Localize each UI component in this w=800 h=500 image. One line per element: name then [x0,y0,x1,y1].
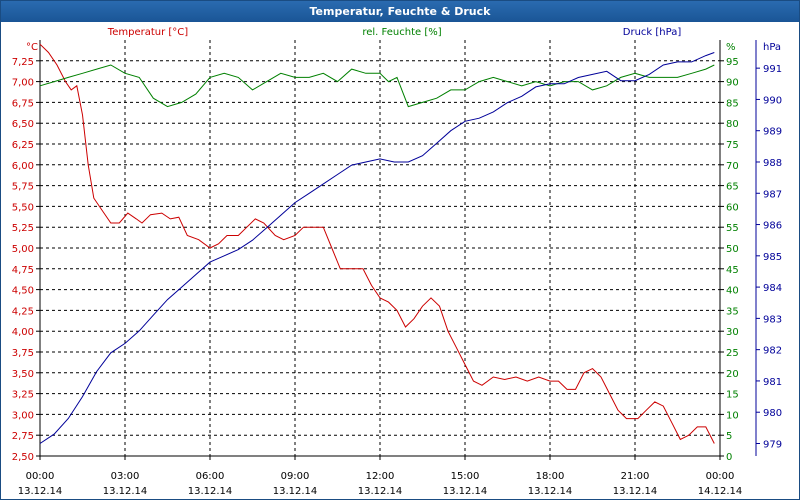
pressure-tick-label: 982 [763,346,782,357]
humidity-tick-label: 75 [726,140,739,151]
temperature-tick-label: 6,00 [12,161,34,172]
pressure-unit: hPa [763,42,781,53]
x-tick-date: 13.12.14 [528,486,573,497]
temperature-tick-label: 5,00 [12,244,34,255]
temperature-tick-label: 4,75 [12,265,34,276]
pressure-tick-label: 981 [763,377,782,388]
pressure-tick-label: 991 [763,64,782,75]
x-tick-time: 00:00 [706,471,735,482]
pressure-tick-label: 989 [763,127,782,138]
humidity-tick-label: 20 [726,369,739,380]
humidity-unit: % [726,42,736,53]
humidity-tick-label: 45 [726,265,739,276]
temperature-tick-label: 6,75 [12,98,34,109]
humidity-series-line [39,64,715,108]
pressure-series-line [39,52,715,444]
temperature-tick-label: 4,50 [12,286,34,297]
temperature-axis-label: Temperatur [°C] [107,27,188,38]
temperature-tick-label: 2,75 [12,431,34,442]
humidity-tick-label: 5 [726,431,732,442]
humidity-tick-label: 65 [726,182,739,193]
temperature-tick-label: 3,75 [12,348,34,359]
humidity-tick-label: 90 [726,78,739,89]
pressure-tick-label: 985 [763,252,782,263]
humidity-tick-label: 70 [726,161,739,172]
pressure-tick-label: 980 [763,408,782,419]
x-tick-date: 13.12.14 [273,486,318,497]
humidity-tick-label: 85 [726,98,739,109]
temperature-tick-label: 5,25 [12,223,34,234]
humidity-tick-label: 10 [726,410,739,421]
x-tick-date: 13.12.14 [358,486,403,497]
temperature-tick-label: 6,50 [12,119,34,130]
x-tick-time: 03:00 [111,471,140,482]
temperature-series-line [39,43,715,444]
x-tick-time: 15:00 [451,471,480,482]
pressure-axis-label: Druck [hPa] [623,27,682,38]
humidity-tick-label: 55 [726,223,739,234]
pressure-tick-label: 986 [763,221,782,232]
temperature-tick-label: 5,50 [12,202,34,213]
pressure-tick-label: 988 [763,158,782,169]
temperature-tick-label: 4,00 [12,327,34,338]
pressure-tick-label: 984 [763,283,782,294]
humidity-tick-label: 60 [726,202,739,213]
chart-title: Temperatur, Feuchte & Druck [1,1,799,22]
x-tick-time: 00:00 [26,471,55,482]
x-tick-date: 13.12.14 [188,486,233,497]
x-tick-date: 13.12.14 [103,486,148,497]
pressure-tick-label: 979 [763,439,782,450]
temperature-tick-label: 2,50 [12,452,34,463]
humidity-tick-label: 25 [726,348,739,359]
pressure-tick-label: 987 [763,189,782,200]
temperature-tick-label: 7,25 [12,57,34,68]
temperature-tick-label: 5,75 [12,182,34,193]
temperature-unit: °C [26,42,38,53]
temperature-tick-label: 3,00 [12,410,34,421]
pressure-tick-label: 983 [763,314,782,325]
x-tick-time: 18:00 [536,471,565,482]
temperature-tick-label: 7,00 [12,78,34,89]
temperature-tick-label: 3,25 [12,390,34,401]
humidity-tick-label: 35 [726,306,739,317]
humidity-tick-label: 30 [726,327,739,338]
humidity-tick-label: 40 [726,286,739,297]
temperature-tick-label: 6,25 [12,140,34,151]
humidity-tick-label: 50 [726,244,739,255]
x-tick-time: 12:00 [366,471,395,482]
temperature-tick-label: 3,50 [12,369,34,380]
humidity-tick-label: 95 [726,57,739,68]
x-tick-date: 14.12.14 [698,486,743,497]
x-tick-time: 09:00 [281,471,310,482]
pressure-tick-label: 990 [763,95,782,106]
temperature-tick-label: 4,25 [12,306,34,317]
humidity-axis-label: rel. Feuchte [%] [362,27,441,38]
x-tick-date: 13.12.14 [443,486,488,497]
humidity-tick-label: 15 [726,390,739,401]
x-tick-time: 21:00 [621,471,650,482]
humidity-tick-label: 0 [726,452,732,463]
humidity-tick-label: 80 [726,119,739,130]
x-tick-date: 13.12.14 [613,486,658,497]
x-tick-time: 06:00 [196,471,225,482]
x-tick-date: 13.12.14 [18,486,63,497]
